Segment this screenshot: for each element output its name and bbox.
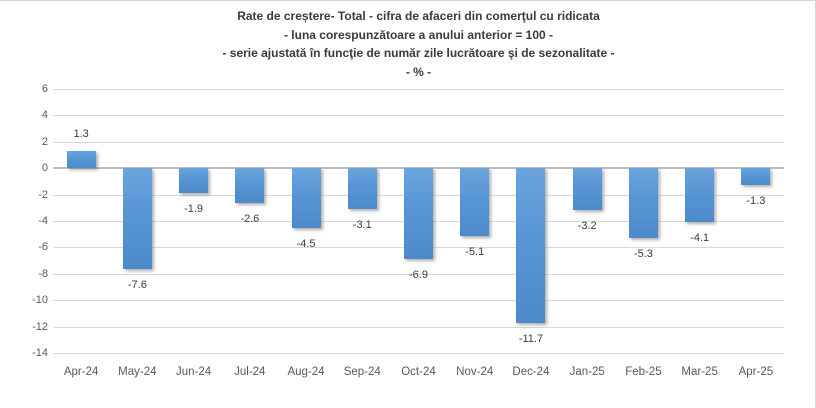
y-tick-label: -6 (38, 241, 48, 254)
chart-title-line-4: - % - (405, 64, 432, 79)
gridline (53, 353, 784, 354)
bar-apr-25 (741, 168, 771, 186)
x-tick-label-feb-25: Feb-25 (625, 366, 662, 378)
value-label-feb-25: -5.3 (633, 248, 653, 261)
gridline (53, 89, 784, 90)
y-tick-label: -8 (38, 267, 48, 280)
value-label-may-24: -7.6 (127, 278, 147, 291)
x-tick-label-jul-24: Jul-24 (234, 366, 266, 378)
value-label-apr-25: -1.3 (746, 195, 766, 208)
bar-apr-24 (66, 151, 96, 169)
value-label-apr-24: 1.3 (73, 128, 89, 141)
value-label-sep-24: -3.1 (352, 219, 372, 232)
x-tick-label-dec-24: Dec-24 (512, 366, 550, 378)
value-label-dec-24: -11.7 (518, 332, 544, 345)
chart-title-line-3: - serie ajustată în funcţie de număr zil… (222, 46, 615, 60)
bar-mar-25 (685, 168, 715, 223)
x-tick-label-apr-24: Apr-24 (63, 366, 99, 378)
chart-title-line-2: - luna corespunzătoare a anului anterior… (283, 27, 554, 42)
x-tick-label-sep-24: Sep-24 (343, 366, 381, 378)
x-tick-label-apr-25: Apr-25 (738, 366, 774, 378)
value-label-nov-24: -5.1 (465, 245, 485, 258)
value-label-jun-24: -1.9 (184, 203, 204, 216)
chart-title: Rate de creștere- Total - cifra de aface… (53, 7, 784, 81)
value-label-aug-24: -4.5 (296, 237, 316, 250)
bar-may-24 (122, 168, 152, 269)
value-label-jul-24: -2.6 (240, 212, 260, 225)
x-tick-label-aug-24: Aug-24 (287, 366, 325, 378)
x-tick-label-oct-24: Oct-24 (401, 366, 436, 378)
y-tick-label: 4 (41, 109, 48, 122)
x-tick-label-nov-24: Nov-24 (456, 366, 494, 378)
bar-jul-24 (235, 168, 265, 203)
gridline (53, 326, 784, 328)
x-tick-label-mar-25: Mar-25 (681, 366, 718, 378)
bar-feb-25 (628, 168, 658, 239)
y-tick-label: 2 (41, 135, 48, 148)
x-tick-label-jun-24: Jun-24 (175, 366, 212, 378)
gridline (53, 141, 784, 143)
chart-title-line-1: Rate de creștere- Total - cifra de aface… (237, 9, 600, 23)
y-tick-label: -10 (32, 294, 48, 307)
bar-aug-24 (291, 168, 321, 228)
gridline (53, 300, 784, 302)
value-label-mar-25: -4.1 (690, 232, 710, 245)
y-tick-label: -4 (38, 215, 48, 227)
x-tick-label-jan-25: Jan-25 (569, 366, 605, 378)
bar-jun-24 (179, 168, 209, 194)
value-label-oct-24: -6.9 (409, 269, 428, 282)
bar-jan-25 (572, 168, 602, 211)
gridline (53, 273, 784, 275)
y-tick-label: -12 (32, 320, 48, 333)
gridline (53, 115, 784, 117)
y-tick-label: -2 (38, 188, 48, 201)
bar-dec-24 (516, 168, 546, 323)
bar-nov-24 (460, 168, 490, 236)
y-tick-label: -14 (32, 347, 48, 359)
bar-sep-24 (347, 168, 377, 210)
x-tick-label-may-24: May-24 (118, 366, 157, 378)
y-tick-label: 6 (41, 83, 48, 95)
value-label-jan-25: -3.2 (577, 220, 597, 233)
y-tick-label: 0 (41, 162, 48, 175)
bar-oct-24 (404, 168, 433, 260)
